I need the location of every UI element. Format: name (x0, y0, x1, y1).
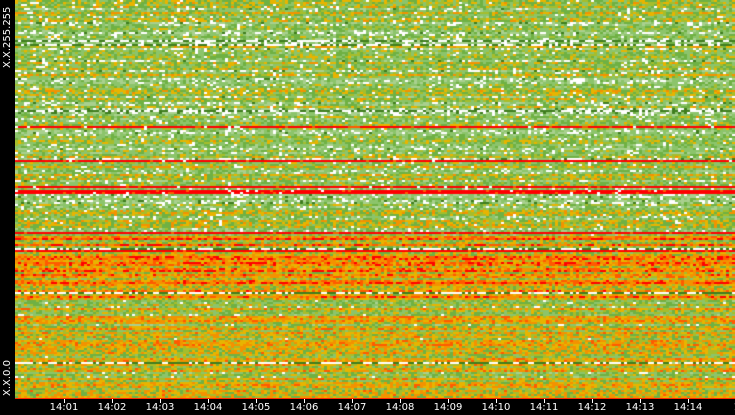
x-tick-label: 14:10 (481, 402, 511, 413)
x-tick-label: 14:09 (433, 402, 463, 413)
x-tick-label: 14:04 (193, 402, 223, 413)
x-tick-label: 14:11 (529, 402, 559, 413)
x-tick (688, 399, 689, 403)
heatmap-canvas[interactable] (15, 0, 735, 399)
x-tick-label: 14:12 (577, 402, 607, 413)
x-tick (400, 399, 401, 403)
x-tick-label: 14:07 (337, 402, 367, 413)
x-tick (304, 399, 305, 403)
x-tick-label: 14:02 (97, 402, 127, 413)
y-axis-top-label: X.X.255.255 (2, 6, 13, 68)
x-tick-label: 14 (734, 402, 735, 413)
x-tick-label: 14:13 (625, 402, 655, 413)
x-tick-label: 14:14 (673, 402, 703, 413)
heatmap-baseline (15, 398, 735, 399)
x-tick (112, 399, 113, 403)
x-tick-label: 14:03 (145, 402, 175, 413)
x-tick (592, 399, 593, 403)
x-tick (64, 399, 65, 403)
x-tick-label: 14:01 (49, 402, 79, 413)
x-tick-label: 14:06 (289, 402, 319, 413)
y-axis-bottom-label: X.X.0.0 (2, 360, 13, 396)
x-tick (256, 399, 257, 403)
x-axis: 14:01 14:02 14:03 14:04 14:05 14:06 14:07 14:08… (0, 399, 735, 415)
x-tick (496, 399, 497, 403)
x-tick (544, 399, 545, 403)
x-tick (160, 399, 161, 403)
x-tick (352, 399, 353, 403)
x-tick (448, 399, 449, 403)
x-tick-label: 14:05 (241, 402, 271, 413)
x-tick (640, 399, 641, 403)
x-tick (208, 399, 209, 403)
x-tick-label: 14:08 (385, 402, 415, 413)
